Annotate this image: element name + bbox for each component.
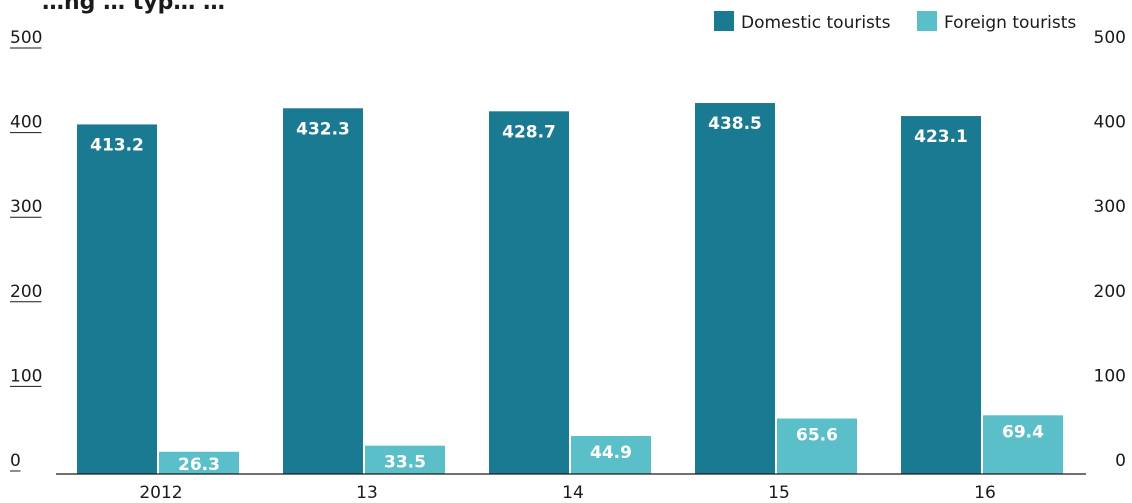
x-tick-16: 16	[974, 483, 996, 503]
y-tick-left-400: 400	[10, 113, 42, 133]
data-labels: 413.2 26.3 432.3 33.5 428.7 44.9 438.5 65.6 423.…	[90, 114, 1044, 475]
x-tick-13: 13	[356, 483, 378, 503]
legend-label-domestic: Domestic tourists	[741, 13, 891, 33]
y-axis-right: 0 100 200 300 400 500	[1094, 28, 1126, 471]
y-axis-left: 0 100 200 300 400 500	[10, 28, 42, 472]
legend-swatch-foreign	[917, 11, 937, 31]
y-tick-left-300: 300	[10, 197, 42, 217]
data-label-foreign-15: 65.6	[796, 426, 838, 446]
bar-domestic-2012	[77, 124, 157, 474]
y-tick-left-0: 0	[10, 451, 21, 471]
y-tick-right-300: 300	[1094, 197, 1126, 217]
bar-domestic-14	[489, 111, 569, 475]
bar-foreign-16	[983, 415, 1063, 474]
x-tick-14: 14	[562, 483, 584, 503]
x-axis: 2012 13 14 15 16	[56, 473, 1086, 503]
bar-domestic-16	[901, 116, 981, 474]
data-label-domestic-14: 428.7	[502, 122, 556, 142]
bar-domestic-15	[695, 103, 775, 475]
y-tick-left-500: 500	[10, 28, 42, 48]
y-tick-left-200: 200	[10, 282, 42, 302]
bar-domestic-13	[283, 108, 363, 474]
y-tick-right-0: 0	[1115, 451, 1126, 471]
data-label-foreign-13: 33.5	[384, 453, 426, 473]
data-label-foreign-2012: 26.3	[178, 455, 220, 475]
legend: Domestic tourists Foreign tourists	[714, 11, 1076, 33]
x-tick-2012: 2012	[139, 483, 182, 503]
bar-foreign-13	[365, 445, 445, 474]
y-tick-right-500: 500	[1094, 28, 1126, 48]
data-label-domestic-2012: 413.2	[90, 135, 144, 155]
chart-title: …ng … typ… …	[42, 0, 225, 15]
data-label-foreign-14: 44.9	[590, 443, 632, 463]
bar-foreign-14	[571, 436, 651, 474]
data-label-domestic-15: 438.5	[708, 114, 762, 134]
y-tick-right-200: 200	[1094, 282, 1126, 302]
legend-label-foreign: Foreign tourists	[944, 13, 1076, 33]
bar-foreign-15	[777, 418, 857, 474]
y-tick-right-100: 100	[1094, 366, 1126, 386]
data-label-foreign-16: 69.4	[1002, 422, 1044, 442]
data-label-domestic-13: 432.3	[296, 119, 350, 139]
data-label-domestic-16: 423.1	[914, 127, 968, 147]
bar-foreign-2012	[159, 451, 239, 474]
y-tick-left-100: 100	[10, 366, 42, 386]
bars	[77, 103, 1063, 475]
y-tick-right-400: 400	[1094, 113, 1126, 133]
x-tick-15: 15	[768, 483, 790, 503]
legend-swatch-domestic	[714, 11, 734, 31]
